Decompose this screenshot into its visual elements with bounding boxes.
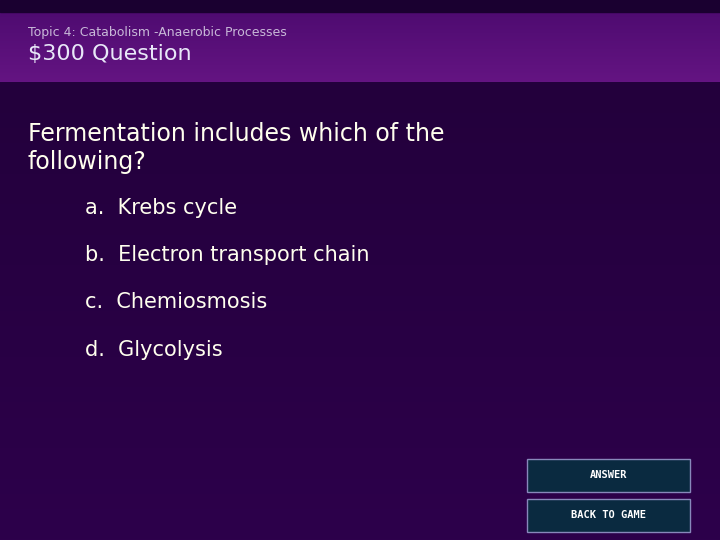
Text: c.  Chemiosmosis: c. Chemiosmosis — [85, 292, 267, 312]
Text: BACK TO GAME: BACK TO GAME — [571, 510, 646, 521]
Bar — [0, 0, 720, 12]
FancyBboxPatch shape — [527, 459, 690, 492]
FancyBboxPatch shape — [527, 499, 690, 532]
Text: following?: following? — [28, 150, 147, 174]
Text: Fermentation includes which of the: Fermentation includes which of the — [28, 122, 444, 146]
Text: ANSWER: ANSWER — [590, 470, 627, 481]
Text: d.  Glycolysis: d. Glycolysis — [85, 340, 222, 360]
Text: a.  Krebs cycle: a. Krebs cycle — [85, 198, 237, 218]
Text: Topic 4: Catabolism -Anaerobic Processes: Topic 4: Catabolism -Anaerobic Processes — [28, 26, 287, 39]
Text: b.  Electron transport chain: b. Electron transport chain — [85, 245, 369, 265]
Text: $300 Question: $300 Question — [28, 44, 192, 64]
